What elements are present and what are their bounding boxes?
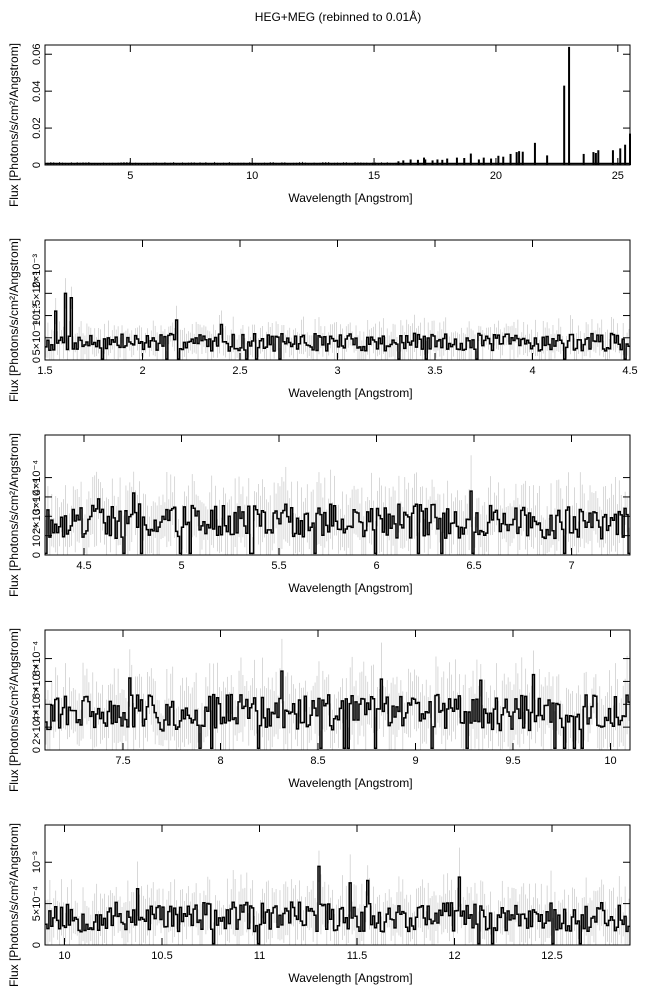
plot-area xyxy=(45,278,630,360)
x-tick-label: 10 xyxy=(58,950,70,962)
spectrum-histogram xyxy=(45,670,630,749)
spectrum-histogram xyxy=(45,865,630,945)
y-tick-label: 3×10⁻⁴ xyxy=(31,479,43,515)
x-tick-label: 20 xyxy=(490,170,502,182)
x-tick-label: 2 xyxy=(139,365,145,377)
y-axis-label: Flux [Photons/s/cm²/Angstrom] xyxy=(7,433,21,597)
figure-title: HEG+MEG (rebinned to 0.01Å) xyxy=(254,10,422,24)
spectrum-panel-4: 7.5 8 8.5 9 9.5 10 0 2×10⁻⁴4×10⁻⁴6×10⁻⁴8×10⁻⁴ Wa… xyxy=(7,628,631,792)
y-tick-label: 0 xyxy=(31,357,43,363)
x-tick-label: 9.5 xyxy=(505,755,520,767)
x-tick-label: 4.5 xyxy=(622,365,637,377)
x-tick-label: 7.5 xyxy=(115,755,130,767)
y-axis-label: Flux [Photons/s/cm²/Angstrom] xyxy=(7,238,21,402)
spectrum-panel-3: 4.5 5 5.5 6 6.5 7 0 10⁻⁴2×10⁻⁴3×10⁻⁴4×10⁻⁴ Wavel… xyxy=(7,433,631,597)
y-tick-label: 0.02 xyxy=(31,117,43,138)
plot-area xyxy=(45,455,630,555)
x-tick-label: 11.5 xyxy=(347,950,368,962)
y-tick-label: 2×10⁻⁴ xyxy=(31,498,43,534)
x-tick-label: 5.5 xyxy=(271,560,286,572)
x-tick-label: 4.5 xyxy=(76,560,91,572)
x-tick-label: 5 xyxy=(178,560,184,572)
x-tick-label: 8.5 xyxy=(310,755,325,767)
x-tick-label: 15 xyxy=(368,170,380,182)
x-tick-label: 4 xyxy=(529,365,535,377)
y-tick-label: 4×10⁻⁴ xyxy=(31,686,43,722)
x-tick-label: 1.5 xyxy=(37,365,52,377)
x-axis-label: Wavelength [Angstrom] xyxy=(288,191,412,205)
spectrum-panel-2: 1.5 2 2.5 3 3.5 4 4.5 05×10⁻⁴10⁻³1.5×10⁻³2×10⁻³… xyxy=(7,238,638,402)
x-tick-label: 10 xyxy=(246,170,258,182)
spectrum-panel-5: 10 10.5 11 11.5 12 12.5 0 5×10⁻⁴ 10⁻³ Wavelength … xyxy=(7,823,631,987)
x-tick-label: 10.5 xyxy=(151,950,172,962)
x-tick-label: 5 xyxy=(127,170,133,182)
plot-frame xyxy=(44,44,631,166)
y-tick-label: 0.04 xyxy=(31,80,43,101)
y-tick-label: 2×10⁻⁴ xyxy=(31,709,43,745)
y-tick-label: 0 xyxy=(31,747,43,753)
x-axis-label: Wavelength [Angstrom] xyxy=(288,386,412,400)
x-tick-label: 7 xyxy=(568,560,574,572)
y-tick-label: 0 xyxy=(31,942,43,948)
x-tick-label: 12.5 xyxy=(541,950,562,962)
x-tick-label: 3 xyxy=(334,365,340,377)
x-tick-label: 12 xyxy=(448,950,460,962)
x-tick-label: 2.5 xyxy=(232,365,247,377)
y-tick-label: 0 xyxy=(31,162,43,168)
y-tick-label: 4×10⁻⁴ xyxy=(31,460,43,496)
error-bars xyxy=(45,638,630,750)
plot-area xyxy=(45,638,630,750)
spectrum-histogram xyxy=(45,490,630,555)
y-tick-label: 1.5×10⁻³ xyxy=(31,271,43,315)
y-tick-label: 0 xyxy=(31,552,43,558)
x-tick-label: 8 xyxy=(217,755,223,767)
plot-area xyxy=(45,847,630,945)
x-tick-label: 25 xyxy=(612,170,624,182)
x-tick-label: 6 xyxy=(373,560,379,572)
y-tick-label: 0.06 xyxy=(31,44,43,65)
y-axis-label: Flux [Photons/s/cm²/Angstrom] xyxy=(7,43,21,207)
y-axis-label: Flux [Photons/s/cm²/Angstrom] xyxy=(7,823,21,987)
spectrum-histogram xyxy=(45,292,630,360)
x-tick-label: 9 xyxy=(412,755,418,767)
plot-frame xyxy=(44,434,631,556)
y-tick-label: 5×10⁻⁴ xyxy=(31,886,43,922)
x-tick-label: 3.5 xyxy=(427,365,442,377)
x-tick-label: 6.5 xyxy=(466,560,481,572)
y-tick-label: 6×10⁻⁴ xyxy=(31,664,43,700)
y-tick-label: 2×10⁻³ xyxy=(31,254,43,289)
y-axis-label: Flux [Photons/s/cm²/Angstrom] xyxy=(7,628,21,792)
y-tick-label: 10⁻³ xyxy=(31,851,43,873)
spectrum-panel-1: 5 10 15 20 25 0 0.02 0.04 0.06 Wavelength [Angstr… xyxy=(7,43,631,207)
y-tick-label: 10⁻⁴ xyxy=(31,524,43,547)
y-tick-label: 10⁻³ xyxy=(31,304,43,326)
x-tick-label: 10 xyxy=(604,755,616,767)
y-tick-label: 5×10⁻⁴ xyxy=(31,320,43,356)
x-axis-label: Wavelength [Angstrom] xyxy=(288,971,412,985)
x-axis-label: Wavelength [Angstrom] xyxy=(288,581,412,595)
plot-frame xyxy=(44,629,631,751)
plot-area xyxy=(44,46,631,165)
plot-frame xyxy=(44,824,631,946)
x-axis-label: Wavelength [Angstrom] xyxy=(288,776,412,790)
x-tick-label: 11 xyxy=(254,950,265,962)
y-tick-label: 8×10⁻⁴ xyxy=(31,641,43,677)
